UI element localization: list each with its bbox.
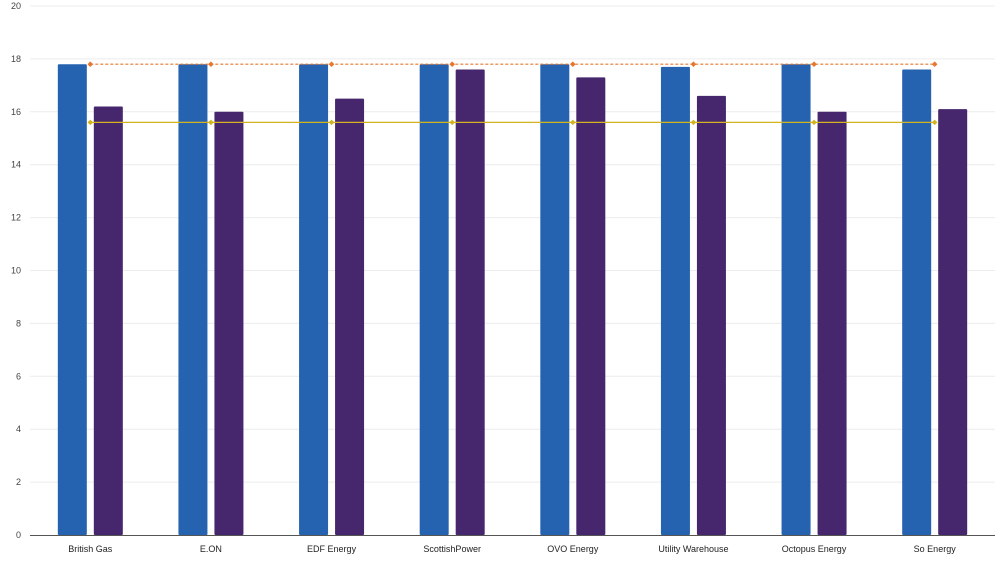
bar	[781, 64, 811, 535]
axes: 0 2 4 6 8 10 12 14 16 18 20 British Gas E.ON EDF Ener…	[11, 1, 995, 554]
bar	[455, 69, 485, 535]
y-tick-label: 6	[16, 371, 21, 381]
bars	[57, 64, 968, 536]
bar	[419, 64, 449, 535]
line-point	[328, 119, 335, 126]
y-tick-label: 20	[11, 1, 21, 11]
y-tick-label: 18	[11, 54, 21, 64]
bar	[335, 98, 365, 535]
bar	[540, 64, 570, 535]
line-point	[208, 119, 214, 126]
x-category-label: Utility Warehouse	[658, 544, 728, 554]
line-point	[449, 119, 455, 126]
bar	[817, 111, 847, 536]
y-tick-label: 8	[16, 318, 21, 328]
x-category-label: ScottishPower	[423, 544, 481, 554]
y-tick-label: 14	[11, 160, 21, 170]
x-category-label: Octopus Energy	[782, 544, 847, 554]
bar	[93, 106, 123, 535]
bar	[57, 64, 87, 535]
bar	[299, 64, 329, 535]
y-tick-label: 10	[11, 266, 21, 276]
x-category-label: E.ON	[200, 544, 222, 554]
line-point	[570, 119, 576, 126]
line-point	[87, 61, 94, 67]
y-tick-label: 12	[11, 213, 21, 223]
bar	[696, 95, 726, 536]
x-category-label: British Gas	[68, 544, 113, 554]
bar	[178, 64, 208, 535]
line-point	[208, 61, 214, 67]
x-category-label: So Energy	[914, 544, 957, 554]
y-tick-label: 16	[11, 107, 21, 117]
x-category-label: EDF Energy	[307, 544, 357, 554]
line-point	[811, 119, 817, 126]
bar	[938, 109, 968, 535]
line-point	[328, 61, 335, 67]
line-point	[931, 61, 938, 67]
y-tick-label: 2	[16, 477, 21, 487]
line-point	[811, 61, 817, 67]
line-point	[449, 61, 455, 67]
y-tick-label: 0	[16, 530, 21, 540]
bar	[214, 111, 244, 536]
x-category-label: OVO Energy	[547, 544, 599, 554]
line-point	[931, 119, 938, 126]
line-point	[690, 119, 697, 126]
line-point	[690, 61, 697, 67]
line-point	[87, 119, 94, 126]
reference-lines	[87, 61, 938, 126]
bar	[576, 77, 606, 535]
bar	[902, 69, 932, 535]
y-tick-label: 4	[16, 424, 21, 434]
bar	[660, 66, 690, 536]
line-point	[570, 61, 576, 67]
gridlines	[30, 5, 995, 483]
